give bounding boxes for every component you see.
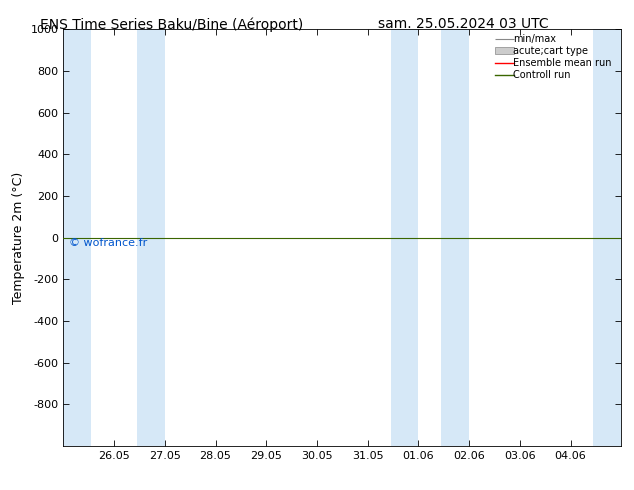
Text: sam. 25.05.2024 03 UTC: sam. 25.05.2024 03 UTC: [377, 17, 548, 31]
Bar: [391, 29, 418, 446]
Text: © wofrance.fr: © wofrance.fr: [69, 238, 147, 247]
Legend: min/max, acute;cart type, Ensemble mean run, Controll run: min/max, acute;cart type, Ensemble mean …: [493, 32, 618, 82]
Bar: [441, 29, 469, 446]
Text: ENS Time Series Baku/Bine (Aéroport): ENS Time Series Baku/Bine (Aéroport): [39, 17, 303, 32]
Y-axis label: Temperature 2m (°C): Temperature 2m (°C): [12, 172, 25, 304]
Bar: [137, 29, 165, 446]
Bar: [63, 29, 91, 446]
Bar: [593, 29, 621, 446]
